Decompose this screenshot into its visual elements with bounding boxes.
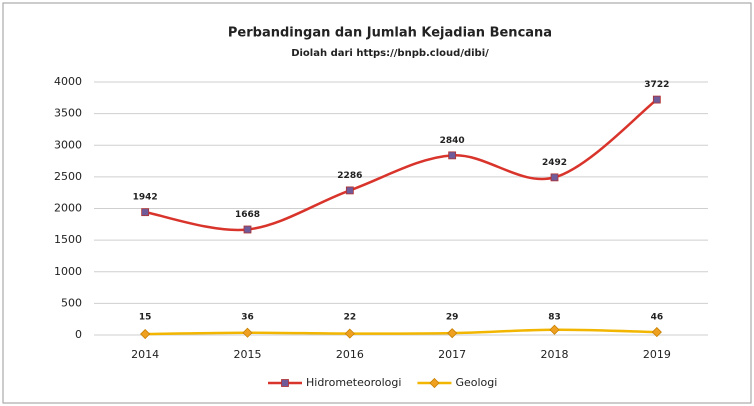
marker	[448, 151, 457, 160]
y-tick-label: 2500	[54, 170, 82, 183]
series-line	[145, 328, 657, 336]
chart-subtitle: Diolah dari https://bnpb.cloud/dibi/	[291, 48, 489, 59]
x-tick-label: 2015	[234, 348, 262, 361]
series-line	[144, 98, 658, 232]
data-label: 1668	[235, 210, 260, 220]
y-tick-label: 3000	[54, 138, 82, 151]
y-tick-label: 500	[61, 296, 82, 309]
y-tick-label: 1000	[54, 265, 82, 278]
data-label: 22	[344, 313, 357, 323]
marker	[550, 173, 559, 182]
marker	[344, 328, 355, 339]
data-label: 15	[139, 313, 152, 323]
marker	[141, 208, 150, 217]
marker	[345, 186, 354, 195]
marker	[651, 327, 662, 338]
y-tick-label: 4000	[54, 75, 82, 88]
data-label: 2840	[440, 136, 465, 146]
marker	[549, 324, 560, 335]
chart-title: Perbandingan dan Jumlah Kejadian Bencana	[228, 26, 552, 41]
data-label: 36	[241, 313, 254, 323]
y-tick-label: 0	[75, 328, 82, 341]
marker	[281, 379, 289, 387]
data-label: 2492	[542, 158, 567, 168]
y-tick-label: 3500	[54, 107, 82, 120]
data-label: 83	[548, 313, 561, 323]
marker	[242, 327, 253, 338]
y-tick-label: 1500	[54, 233, 82, 246]
marker	[140, 328, 151, 340]
x-tick-label: 2014	[131, 348, 159, 361]
data-label: 29	[446, 313, 459, 323]
marker	[447, 328, 458, 339]
data-label: 3722	[644, 80, 669, 90]
y-tick-label: 2000	[54, 202, 82, 215]
x-tick-label: 2018	[541, 348, 569, 361]
marker	[429, 377, 440, 389]
data-label: 2286	[337, 171, 362, 181]
marker	[652, 95, 661, 104]
legend-label: Geologi	[455, 376, 497, 389]
data-label: 1942	[133, 193, 158, 203]
legend-label: Hidrometeorologi	[306, 376, 401, 389]
data-label: 46	[651, 313, 664, 323]
x-tick-label: 2016	[336, 348, 364, 361]
x-tick-label: 2017	[438, 348, 466, 361]
x-tick-label: 2019	[643, 348, 671, 361]
marker	[243, 225, 252, 234]
